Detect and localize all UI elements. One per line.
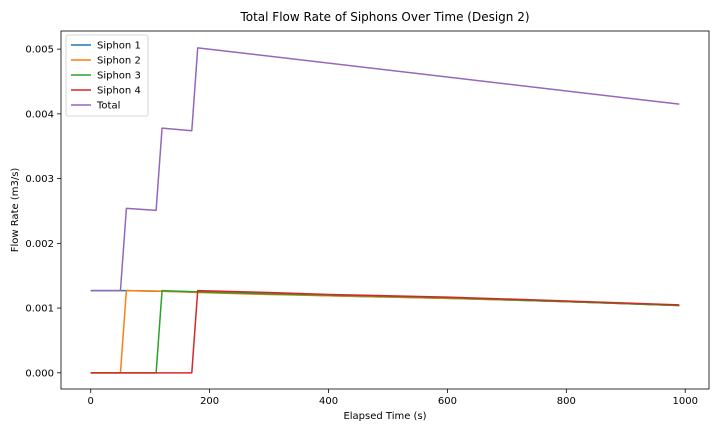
x-tick-label: 600: [438, 396, 457, 407]
y-tick-label: 0.004: [25, 109, 54, 120]
y-axis: 0.000 0.001 0.002 0.003 0.004 0.005: [25, 45, 61, 379]
legend: Siphon 1 Siphon 2 Siphon 3 Siphon 4 Total: [65, 34, 149, 117]
series-layer: [90, 47, 680, 374]
legend-label-siphon-3: Siphon 3: [97, 71, 141, 82]
y-tick-label: 0.001: [25, 304, 54, 315]
series-line-total: [90, 47, 680, 292]
x-tick-label: 1000: [672, 396, 697, 407]
y-axis-label: Flow Rate (m3/s): [10, 168, 21, 253]
series-line-siphon-4: [90, 289, 680, 374]
legend-box: [65, 34, 149, 117]
legend-label-total: Total: [96, 101, 120, 112]
y-tick-label: 0.005: [25, 45, 54, 56]
y-tick-label: 0.002: [25, 239, 54, 250]
x-tick-label: 0: [88, 396, 94, 407]
x-tick-label: 200: [200, 396, 219, 407]
y-tick-label: 0.003: [25, 174, 54, 185]
x-axis: 0 200 400 600 800 1000: [88, 389, 698, 407]
x-tick-label: 400: [319, 396, 338, 407]
x-tick-label: 800: [557, 396, 576, 407]
legend-label-siphon-1: Siphon 1: [97, 41, 141, 52]
y-tick-label: 0.000: [25, 368, 54, 379]
legend-label-siphon-4: Siphon 4: [97, 86, 141, 97]
legend-label-siphon-2: Siphon 2: [97, 56, 141, 67]
plot-frame: [60, 30, 710, 390]
plot-area: [61, 31, 709, 389]
x-axis-label: Elapsed Time (s): [343, 411, 426, 422]
chart-title: Total Flow Rate of Siphons Over Time (De…: [239, 10, 529, 24]
